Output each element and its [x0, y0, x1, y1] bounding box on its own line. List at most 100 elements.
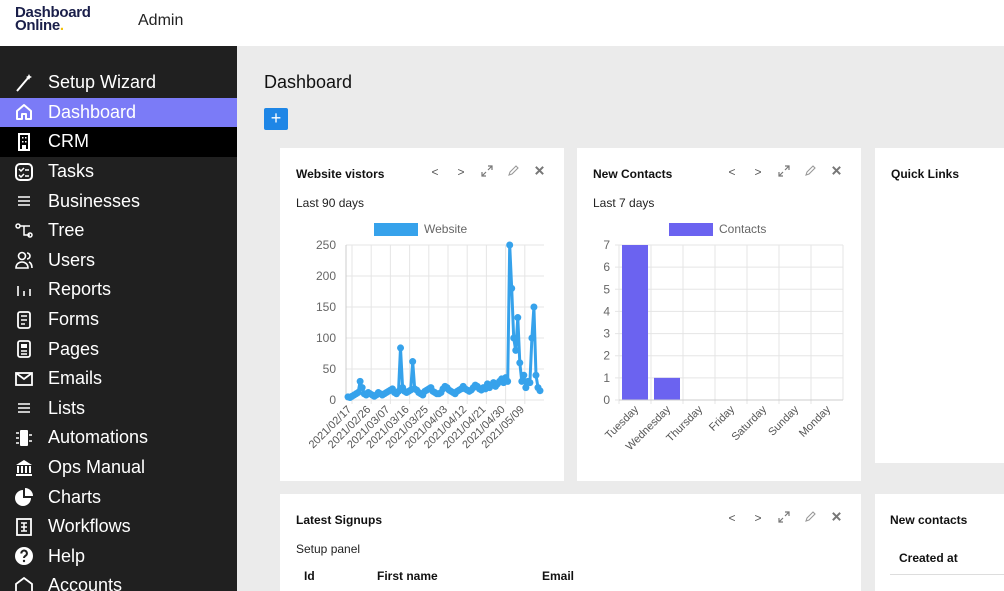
data-point — [528, 334, 536, 342]
mail-icon — [0, 369, 48, 389]
column-header-first-name[interactable]: First name — [377, 569, 438, 583]
data-point — [510, 334, 518, 342]
account-label[interactable]: Admin — [138, 12, 184, 29]
y-tick-label: 1 — [603, 371, 610, 385]
automation-icon — [0, 428, 48, 448]
next-button[interactable]: > — [754, 511, 762, 525]
expand-icon[interactable] — [771, 511, 797, 527]
magic-wand-icon — [0, 73, 48, 93]
prev-button[interactable]: < — [728, 165, 736, 179]
next-button[interactable]: > — [754, 165, 762, 179]
card-new-contacts-list: New contacts Created at — [875, 494, 1004, 591]
chart-legend[interactable]: Website — [374, 222, 467, 236]
y-tick-label: 250 — [316, 238, 336, 252]
data-point — [512, 346, 520, 354]
card-quick-links: Quick Links — [875, 148, 1004, 463]
card-latest-signups: Latest Signups < > Setup panel Id First … — [280, 494, 861, 591]
column-header-email[interactable]: Email — [542, 569, 575, 583]
close-icon[interactable] — [823, 165, 849, 181]
sidebar-item-label: Setup Wizard — [48, 72, 157, 93]
form-icon — [0, 310, 48, 330]
prev-button[interactable]: < — [431, 165, 439, 179]
y-tick-label: 7 — [603, 238, 610, 252]
card-title: Latest Signups — [296, 513, 383, 527]
data-point — [516, 359, 524, 367]
sidebar-item-tree[interactable]: Tree — [0, 216, 237, 246]
sidebar-item-workflows[interactable]: Workflows — [0, 512, 237, 542]
sidebar-item-label: Workflows — [48, 516, 131, 537]
sidebar-item-help[interactable]: Help — [0, 542, 237, 572]
card-subtitle: Setup panel — [296, 542, 361, 556]
x-tick-label: Sunday — [766, 403, 801, 438]
data-point — [506, 241, 514, 249]
data-point — [508, 284, 516, 292]
sidebar-item-label: CRM — [48, 131, 89, 152]
card-title: Website vistors — [296, 167, 385, 181]
sidebar-item-ops-manual[interactable]: Ops Manual — [0, 453, 237, 483]
top-bar: Dashboard Online. Admin — [0, 0, 1004, 46]
table-divider — [890, 574, 1004, 575]
data-point — [518, 377, 526, 385]
next-button[interactable]: > — [457, 165, 465, 179]
close-icon[interactable] — [823, 511, 849, 527]
sidebar-item-lists[interactable]: Lists — [0, 394, 237, 424]
sidebar-item-businesses[interactable]: Businesses — [0, 186, 237, 216]
sidebar-item-users[interactable]: Users — [0, 246, 237, 276]
sidebar-item-label: Accounts — [48, 575, 123, 591]
pencil-icon[interactable] — [500, 165, 526, 181]
expand-icon[interactable] — [474, 165, 500, 181]
data-point — [526, 379, 534, 387]
tree-icon — [0, 221, 48, 241]
line-chart: 0501001502002502021/02/172021/02/262021/… — [307, 238, 544, 451]
bank-icon — [0, 458, 48, 478]
sidebar-item-label: Ops Manual — [48, 457, 146, 478]
workflow-building-icon — [0, 517, 48, 537]
prev-button[interactable]: < — [728, 511, 736, 525]
help-icon — [0, 546, 48, 566]
sidebar-item-label: Tree — [48, 220, 85, 241]
accounts-icon — [0, 576, 48, 591]
pencil-icon[interactable] — [797, 511, 823, 527]
bar-tuesday — [622, 245, 648, 400]
bar-chart-icon — [0, 280, 48, 300]
users-icon — [0, 250, 48, 270]
sidebar: Setup Wizard Dashboard CRM Tasks Busines… — [0, 46, 237, 591]
pencil-icon[interactable] — [797, 165, 823, 181]
sidebar-item-crm[interactable]: CRM — [0, 127, 237, 157]
checklist-icon — [0, 162, 48, 182]
card-title: New contacts — [890, 513, 968, 527]
sidebar-item-setup-wizard[interactable]: Setup Wizard — [0, 68, 237, 98]
legend-swatch — [374, 222, 418, 236]
column-header-created-at[interactable]: Created at — [899, 551, 958, 565]
series-line-website — [347, 243, 542, 399]
x-tick-label: Saturday — [730, 403, 770, 443]
sidebar-item-emails[interactable]: Emails — [0, 364, 237, 394]
card-new-contacts: New Contacts < > Last 7 days Contacts 0 1… — [577, 148, 861, 481]
building-icon — [0, 132, 48, 152]
sidebar-item-charts[interactable]: Charts — [0, 482, 237, 512]
add-widget-button[interactable]: + — [264, 108, 288, 130]
page-icon — [0, 339, 48, 359]
sidebar-item-pages[interactable]: Pages — [0, 334, 237, 364]
widget-controls: < > — [719, 511, 849, 527]
legend-swatch — [669, 222, 713, 236]
close-icon[interactable] — [526, 165, 552, 181]
x-tick-label: Monday — [797, 403, 834, 440]
sidebar-item-accounts[interactable]: Accounts — [0, 571, 237, 591]
sidebar-item-tasks[interactable]: Tasks — [0, 157, 237, 187]
data-point — [536, 387, 544, 395]
y-tick-label: 200 — [316, 269, 336, 283]
chart-legend[interactable]: Contacts — [669, 222, 766, 236]
sidebar-item-reports[interactable]: Reports — [0, 275, 237, 305]
sidebar-item-dashboard[interactable]: Dashboard — [0, 97, 237, 128]
data-point — [514, 314, 522, 322]
data-point — [532, 371, 540, 379]
column-header-id[interactable]: Id — [304, 569, 315, 583]
sidebar-item-automations[interactable]: Automations — [0, 423, 237, 453]
expand-icon[interactable] — [771, 165, 797, 181]
logo[interactable]: Dashboard Online. — [15, 4, 91, 33]
y-tick-label: 150 — [316, 300, 336, 314]
logo-line1: Dashboard — [15, 4, 91, 21]
sidebar-item-forms[interactable]: Forms — [0, 305, 237, 335]
